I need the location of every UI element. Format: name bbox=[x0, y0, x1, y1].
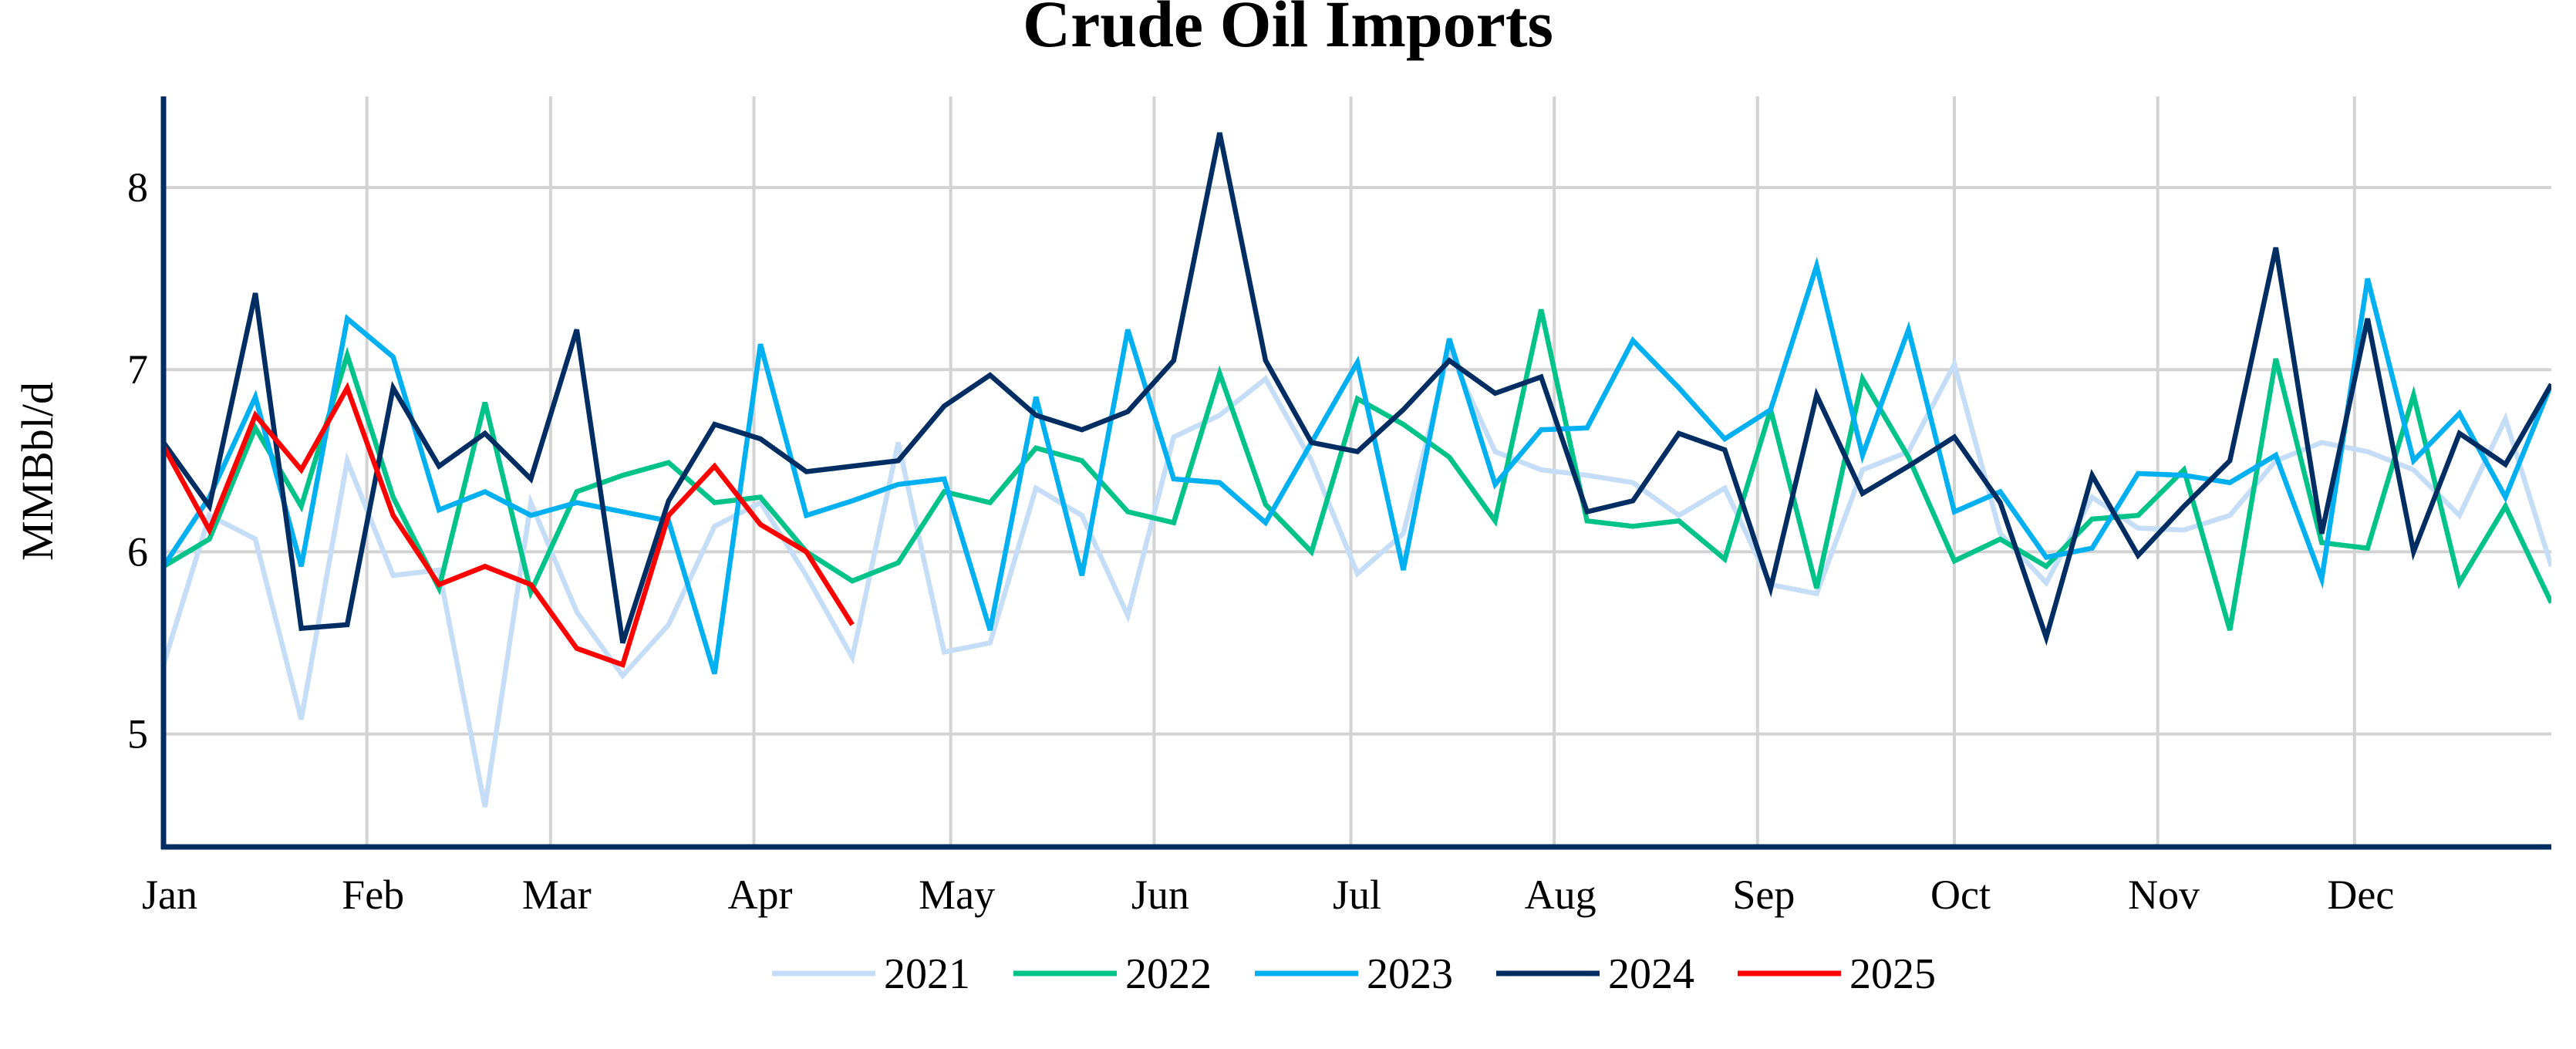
series-line-2023 bbox=[164, 256, 2551, 675]
chart-title: Crude Oil Imports bbox=[1023, 0, 1553, 61]
legend-item-2025: 2025 bbox=[1738, 950, 1936, 998]
legend-label: 2024 bbox=[1608, 950, 1694, 998]
y-tick-labels: 5 6 7 8 bbox=[127, 164, 148, 757]
y-axis-label: MMBbl/d bbox=[12, 382, 62, 561]
x-tick-label: May bbox=[919, 872, 995, 918]
grid bbox=[164, 96, 2551, 847]
legend-label: 2025 bbox=[1849, 950, 1936, 998]
y-tick-label: 7 bbox=[127, 346, 148, 393]
x-tick-label: Aug bbox=[1525, 872, 1597, 918]
y-tick-label: 6 bbox=[127, 528, 148, 575]
legend-item-2023: 2023 bbox=[1255, 950, 1453, 998]
x-tick-label: Dec bbox=[2327, 872, 2394, 918]
legend-item-2022: 2022 bbox=[1013, 950, 1212, 998]
series-line-2022 bbox=[164, 309, 2551, 631]
series-line-2025 bbox=[164, 382, 855, 668]
x-tick-labels: Jan Feb Mar Apr May Jun Jul Aug Sep Oct Nov Dec bbox=[142, 872, 2394, 918]
x-tick-label: Nov bbox=[2128, 872, 2200, 918]
legend: 2021 2022 2023 2024 2025 bbox=[772, 950, 1936, 998]
legend-label: 2022 bbox=[1125, 950, 1212, 998]
legend-item-2024: 2024 bbox=[1496, 950, 1694, 998]
y-tick-label: 5 bbox=[127, 711, 148, 757]
x-tick-label: Jul bbox=[1333, 872, 1381, 918]
axes bbox=[160, 96, 2551, 850]
series-line-2021 bbox=[164, 343, 2551, 808]
series-lines bbox=[164, 132, 2551, 808]
x-tick-label: Apr bbox=[728, 872, 793, 918]
legend-label: 2023 bbox=[1367, 950, 1453, 998]
legend-item-2021: 2021 bbox=[772, 950, 970, 998]
x-tick-label: Feb bbox=[342, 872, 404, 918]
x-tick-label: Oct bbox=[1930, 872, 1991, 918]
x-tick-label: Mar bbox=[522, 872, 592, 918]
x-tick-label: Sep bbox=[1732, 872, 1795, 918]
x-tick-label: Jan bbox=[142, 872, 197, 918]
series-line-2024 bbox=[164, 132, 2551, 646]
y-tick-label: 8 bbox=[127, 164, 148, 211]
x-tick-label: Jun bbox=[1131, 872, 1189, 918]
legend-label: 2021 bbox=[884, 950, 970, 998]
